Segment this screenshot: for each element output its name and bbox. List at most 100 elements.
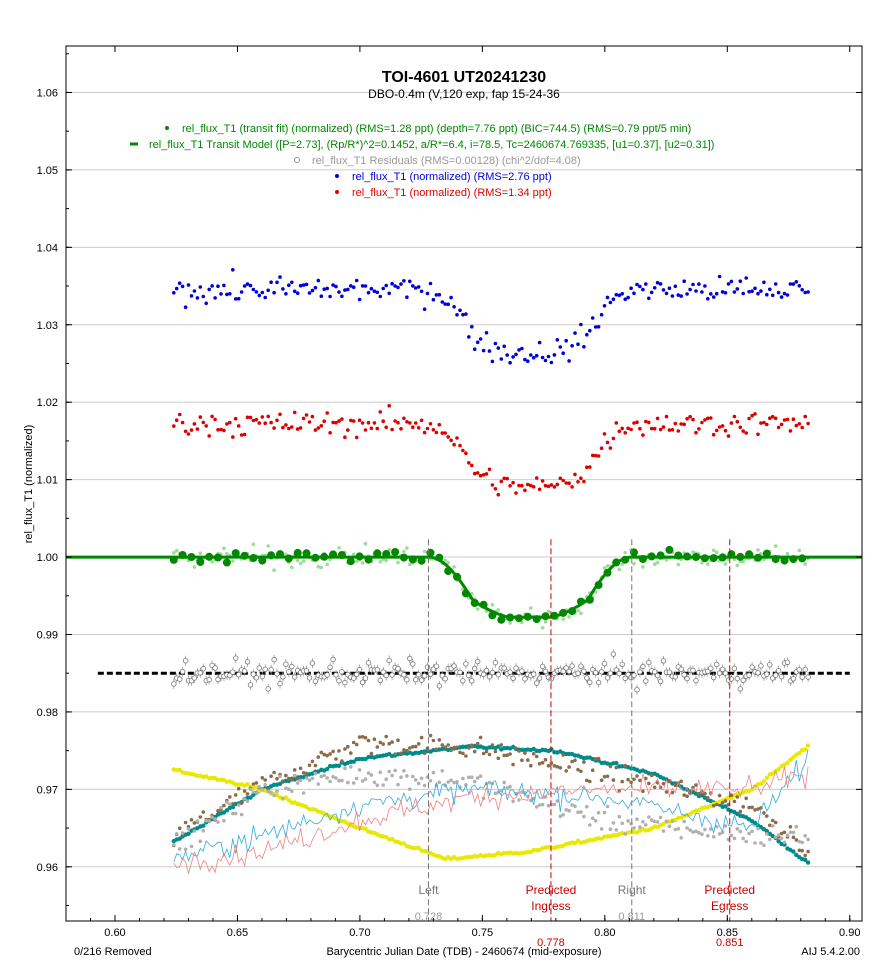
data-point: [629, 286, 633, 291]
aux-point: [673, 827, 678, 832]
binned-point: [417, 556, 426, 565]
data-point: [360, 421, 365, 425]
data-point: [239, 290, 244, 294]
aux-point: [570, 803, 574, 807]
aux-point: [231, 811, 235, 816]
data-point: [673, 284, 678, 289]
x-tick-label: 0.90: [839, 927, 860, 939]
binned-point: [488, 611, 497, 620]
unbinned-point: [735, 563, 740, 568]
data-point: [564, 338, 568, 343]
aux-point: [245, 782, 250, 787]
aux-point: [529, 798, 533, 803]
data-point: [732, 290, 737, 294]
data-point: [455, 313, 459, 317]
binned-point: [249, 554, 258, 562]
data-point: [711, 432, 716, 437]
data-point: [322, 419, 327, 424]
residual-point: [690, 667, 696, 674]
aux-point: [313, 763, 318, 768]
data-point: [378, 410, 383, 414]
data-point: [195, 296, 200, 300]
aux-point: [310, 759, 315, 764]
aux-point: [263, 778, 268, 782]
aux-point: [602, 810, 607, 815]
data-point: [419, 289, 424, 294]
unbinned-point: [632, 561, 636, 566]
aux-point: [292, 773, 297, 778]
residual-point: [241, 668, 248, 674]
data-point: [546, 354, 551, 359]
residual-point: [637, 669, 643, 675]
aux-point: [573, 758, 577, 763]
binned-point: [453, 572, 461, 581]
binned-point: [550, 611, 559, 620]
aux-point: [310, 776, 315, 781]
aux-point: [408, 746, 412, 750]
data-point: [340, 417, 344, 421]
data-point: [573, 472, 577, 477]
aux-point: [337, 749, 341, 753]
aux-point: [546, 764, 551, 768]
aux-point: [274, 792, 280, 798]
aux-point: [290, 789, 294, 794]
aux-point: [782, 830, 787, 835]
residual-point: [587, 679, 593, 685]
unbinned-point: [508, 621, 512, 625]
unbinned-point: [691, 550, 695, 554]
data-point: [319, 424, 324, 428]
data-point: [685, 292, 689, 296]
data-point: [564, 481, 568, 485]
data-point: [661, 288, 666, 292]
data-point: [703, 418, 707, 422]
data-point: [390, 427, 394, 432]
aux-point: [428, 733, 433, 738]
data-point: [275, 280, 279, 285]
data-point: [464, 451, 468, 456]
data-point: [349, 418, 353, 423]
aux-point: [794, 852, 799, 858]
aux-point: [351, 740, 356, 745]
aux-point: [369, 773, 374, 777]
data-point: [396, 285, 400, 290]
aux-point: [776, 833, 781, 837]
legend-swatch: [335, 174, 339, 178]
aux-point: [558, 814, 563, 819]
aux-point: [647, 815, 651, 819]
data-point: [411, 284, 415, 288]
aux-point: [765, 814, 769, 818]
residual-point: [711, 674, 717, 681]
aux-point: [694, 829, 698, 834]
data-point: [711, 295, 716, 299]
aux-point: [245, 792, 250, 796]
aux-point: [390, 740, 394, 744]
aux-point: [254, 785, 259, 790]
aux-point: [316, 782, 321, 786]
data-point: [765, 292, 769, 297]
aux-point: [487, 780, 492, 785]
aux-point: [635, 817, 639, 821]
aux-point: [788, 830, 793, 835]
data-point: [499, 479, 504, 484]
aux-point: [198, 839, 203, 843]
data-point: [186, 432, 191, 436]
aux-point: [464, 754, 468, 758]
aux-point: [593, 818, 598, 823]
unbinned-point: [354, 559, 359, 564]
data-point: [257, 421, 262, 425]
residual-point: [442, 676, 448, 682]
aux-point: [776, 767, 781, 772]
data-point: [588, 328, 592, 333]
aux-point: [281, 796, 285, 801]
data-point: [425, 426, 430, 431]
aux-point: [508, 752, 512, 756]
data-point: [295, 427, 300, 431]
residual-point: [775, 668, 782, 674]
data-point: [177, 281, 182, 286]
data-point: [753, 286, 757, 291]
data-point: [292, 410, 297, 415]
data-point: [773, 416, 778, 421]
residual-point: [395, 666, 401, 672]
data-point: [502, 476, 507, 481]
residual-point: [652, 669, 658, 675]
